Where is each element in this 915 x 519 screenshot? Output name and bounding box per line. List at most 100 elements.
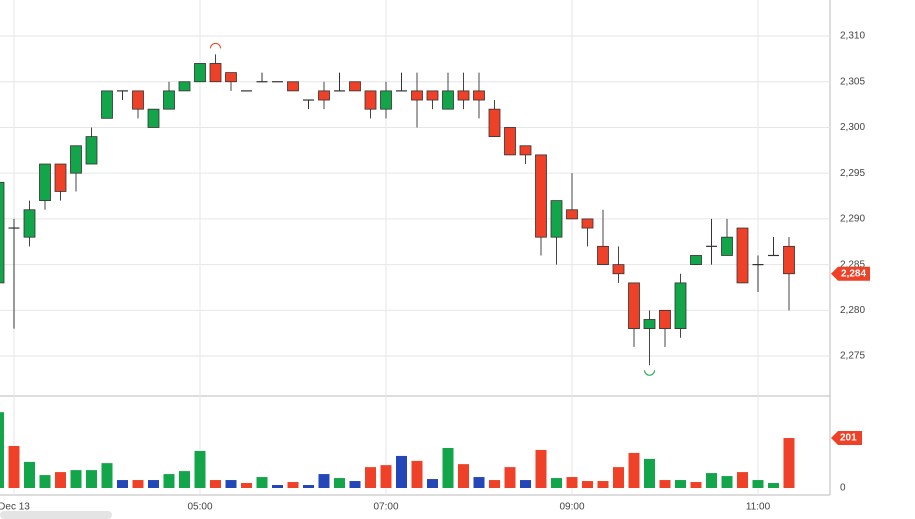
volume-bar bbox=[148, 480, 159, 488]
candle-body bbox=[519, 145, 532, 156]
candle-body bbox=[225, 72, 237, 83]
candle-body bbox=[612, 264, 625, 275]
candle-body bbox=[550, 200, 563, 238]
scrollbar[interactable] bbox=[0, 511, 112, 519]
volume-bar bbox=[225, 480, 237, 488]
volume-bar bbox=[535, 449, 547, 488]
volume-bar bbox=[334, 478, 345, 488]
volume-bar bbox=[690, 482, 702, 488]
volume-bar bbox=[628, 452, 640, 488]
volume-bar bbox=[551, 478, 562, 488]
volume-bar bbox=[194, 450, 206, 488]
volume-bar bbox=[659, 480, 671, 488]
volume-bar bbox=[520, 480, 531, 488]
volume-bar bbox=[613, 467, 624, 488]
y-tick-label: 2,300 bbox=[840, 122, 865, 133]
y-tick-label: 2,280 bbox=[840, 305, 865, 316]
x-tick-label: 09:00 bbox=[559, 502, 584, 513]
volume-tick-label: 0 bbox=[840, 483, 846, 494]
candle-body bbox=[566, 209, 578, 220]
volume-bar bbox=[24, 461, 35, 488]
volume-bar bbox=[752, 480, 764, 488]
candle-body bbox=[194, 63, 206, 83]
candle-body bbox=[318, 90, 330, 101]
volume-bar bbox=[163, 474, 175, 488]
y-tick-label: 2,285 bbox=[840, 259, 865, 270]
candle-body bbox=[426, 90, 439, 101]
last-price-tag bbox=[831, 266, 870, 281]
last-volume-tag bbox=[831, 431, 862, 446]
volume-bar bbox=[101, 463, 113, 488]
candle-body bbox=[70, 145, 82, 174]
candle-body bbox=[457, 90, 470, 101]
volume-bar bbox=[597, 481, 609, 488]
volume-bar bbox=[365, 467, 376, 488]
candle-body bbox=[473, 90, 485, 101]
candle-body bbox=[659, 309, 671, 330]
candle-body bbox=[674, 282, 687, 330]
volume-bar bbox=[706, 473, 717, 488]
volume-bar bbox=[8, 445, 20, 488]
volume-bar bbox=[39, 475, 51, 488]
candle-body bbox=[101, 90, 113, 119]
candle-body bbox=[504, 127, 516, 156]
candle-body bbox=[535, 154, 547, 238]
volume-bar bbox=[318, 474, 330, 488]
y-tick-label: 2,275 bbox=[840, 351, 865, 362]
candle-body bbox=[147, 108, 160, 128]
candle-body bbox=[39, 163, 51, 202]
volume-bar bbox=[737, 472, 748, 488]
candle-body bbox=[163, 90, 175, 110]
last-price-label: 2,284 bbox=[841, 268, 866, 279]
low-marker bbox=[644, 370, 655, 376]
candle-body bbox=[581, 218, 594, 229]
candle-body bbox=[488, 108, 501, 138]
volume-bar bbox=[256, 477, 268, 488]
volume-bar bbox=[210, 480, 221, 488]
volume-bar bbox=[396, 455, 407, 488]
candle-body bbox=[209, 63, 222, 83]
volume-bar bbox=[55, 472, 66, 488]
candle-body bbox=[597, 245, 609, 266]
volume-bar bbox=[675, 480, 686, 488]
volume-bar bbox=[458, 464, 469, 488]
x-tick-label: 05:00 bbox=[187, 502, 212, 513]
high-marker bbox=[210, 42, 221, 49]
candle-body bbox=[380, 90, 392, 110]
x-tick-label: 11:00 bbox=[746, 502, 771, 513]
volume-bar bbox=[582, 481, 593, 488]
volume-bar bbox=[427, 479, 438, 488]
candle-body bbox=[442, 90, 454, 110]
candle-body bbox=[783, 245, 795, 275]
volume-bar bbox=[644, 458, 655, 488]
volume-bar bbox=[241, 483, 252, 488]
candle-body bbox=[721, 236, 733, 256]
candle-body bbox=[0, 181, 5, 284]
volume-bar bbox=[179, 471, 190, 488]
volume-bar bbox=[566, 477, 578, 488]
candle-body bbox=[643, 319, 656, 330]
candle-body bbox=[54, 163, 67, 192]
volume-bar bbox=[86, 470, 97, 488]
last-volume-label: 201 bbox=[840, 433, 857, 444]
volume-bar bbox=[70, 470, 82, 488]
candle-body bbox=[736, 227, 749, 284]
candle-body bbox=[411, 90, 423, 101]
volume-bar bbox=[117, 480, 128, 488]
y-tick-label: 2,290 bbox=[840, 214, 865, 225]
x-tick-label: Dec 13 bbox=[0, 502, 30, 513]
volume-bar bbox=[0, 412, 4, 488]
y-tick-label: 2,305 bbox=[840, 76, 865, 87]
volume-bar bbox=[442, 447, 454, 488]
y-tick-label: 2,310 bbox=[840, 31, 865, 42]
volume-bar bbox=[721, 476, 733, 488]
candle-body bbox=[690, 255, 702, 266]
volume-bar bbox=[303, 485, 314, 488]
y-tick-label: 2,295 bbox=[840, 168, 865, 179]
volume-bar bbox=[272, 485, 283, 488]
candle-body bbox=[23, 209, 36, 238]
candle-body bbox=[178, 81, 191, 92]
candle-body bbox=[132, 90, 144, 110]
